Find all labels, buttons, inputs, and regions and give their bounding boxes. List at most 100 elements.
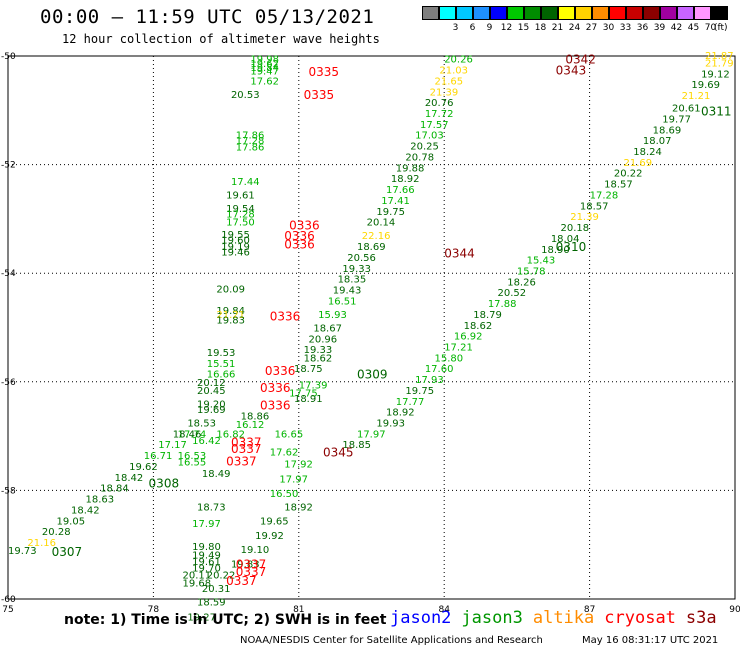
lat-tick-label: -54 bbox=[1, 269, 16, 279]
wave-height-value: 16.42 bbox=[192, 436, 221, 447]
wave-height-value: 17.93 bbox=[415, 375, 444, 386]
credit-text: NOAA/NESDIS Center for Satellite Applica… bbox=[240, 635, 543, 646]
wave-height-value: 15.43 bbox=[527, 256, 556, 267]
wave-height-value: 17.86 bbox=[236, 143, 265, 154]
map-frame bbox=[7, 55, 736, 600]
wave-height-value: 18.49 bbox=[202, 469, 231, 480]
wave-height-value: 19.84 bbox=[216, 306, 245, 317]
wave-height-value: 18.91 bbox=[294, 394, 323, 405]
legend-label: 21 bbox=[551, 23, 564, 33]
wave-height-value: 17.17 bbox=[158, 440, 187, 451]
legend-swatch bbox=[439, 6, 456, 20]
wave-height-value: 21.79 bbox=[705, 59, 734, 70]
lat-tick-label: -58 bbox=[1, 486, 16, 496]
footer-note: note: 1) Time is in UTC; 2) SWH is in fe… bbox=[64, 612, 387, 628]
wave-height-value: 21.69 bbox=[624, 158, 653, 169]
wave-height-value: 18.46 bbox=[173, 429, 202, 440]
wave-height-value: 19.10 bbox=[241, 545, 270, 556]
wave-height-value: 19.55 bbox=[221, 230, 250, 241]
satellite-label: s3a bbox=[685, 608, 717, 628]
wave-height-value: 18.26 bbox=[507, 277, 536, 288]
pass-time-label: 0345 bbox=[323, 445, 354, 459]
wave-height-value: 19.88 bbox=[396, 163, 425, 174]
wave-height-value: 17.97 bbox=[192, 519, 221, 530]
lat-tick-label: -52 bbox=[1, 161, 16, 171]
wave-height-value: 18.84 bbox=[100, 484, 129, 495]
wave-height-value: 18.57 bbox=[580, 201, 609, 212]
wave-height-value: 21.87 bbox=[705, 51, 734, 62]
wave-height-value: 18.24 bbox=[633, 147, 662, 158]
legend-swatch bbox=[541, 6, 558, 20]
wave-height-value: 17.28 bbox=[226, 209, 255, 220]
pass-time-label: 0337 bbox=[236, 558, 267, 572]
wave-height-value: 16.55 bbox=[178, 458, 207, 469]
pass-time-label: 0337 bbox=[226, 574, 257, 588]
wave-height-value: 18.62 bbox=[464, 321, 493, 332]
wave-height-value: 19.98 bbox=[250, 55, 279, 66]
lat-tick-label: -56 bbox=[1, 378, 16, 388]
pass-time-label: 0308 bbox=[149, 476, 180, 490]
wave-height-value: 19.19 bbox=[221, 242, 250, 253]
wave-height-value: 19.54 bbox=[226, 204, 255, 215]
wave-height-value: 21.39 bbox=[430, 87, 459, 98]
legend-label: 39 bbox=[653, 23, 666, 33]
wave-height-value: 19.69 bbox=[691, 80, 720, 91]
wave-height-value: 17.60 bbox=[425, 364, 454, 375]
wave-height-value: 18.69 bbox=[653, 125, 682, 136]
wave-height-value: 20.22 bbox=[614, 169, 643, 180]
wave-height-value: 17.50 bbox=[226, 218, 255, 229]
wave-height-value: 19.27 bbox=[187, 612, 216, 623]
legend-swatch bbox=[490, 6, 507, 20]
wave-height-value: 21.21 bbox=[216, 310, 245, 321]
legend-swatch bbox=[473, 6, 490, 20]
wave-height-value: 16.92 bbox=[454, 332, 483, 343]
wave-height-value: 19.33 bbox=[304, 345, 333, 356]
wave-height-value: 18.07 bbox=[643, 136, 672, 147]
map-subtitle: 12 hour collection of altimeter wave hei… bbox=[62, 32, 380, 46]
wave-height-value: 18.90 bbox=[541, 245, 570, 256]
legend-label: 3 bbox=[452, 23, 459, 33]
wave-height-value: 20.25 bbox=[410, 142, 439, 153]
wave-height-value: 19.53 bbox=[207, 348, 236, 359]
pass-time-label: 0336 bbox=[284, 237, 315, 251]
wave-height-value: 17.41 bbox=[381, 196, 410, 207]
wave-height-value: 16.66 bbox=[207, 370, 236, 381]
wave-height-value: 21.21 bbox=[682, 91, 711, 102]
pass-time-label: 0336 bbox=[260, 381, 291, 395]
wave-height-value: 18.42 bbox=[115, 473, 144, 484]
wave-height-value: 20.45 bbox=[197, 386, 226, 397]
wave-height-value: 19.73 bbox=[8, 546, 37, 557]
legend-label: 33 bbox=[619, 23, 632, 33]
axis-ticks: 75 78 81 84 87 90 -50 -52 -54 -56 -58 -60 bbox=[1, 52, 740, 615]
wave-height-value: 19.80 bbox=[192, 542, 221, 553]
wave-height-value: 19.49 bbox=[192, 550, 221, 561]
wave-height-value: 18.35 bbox=[338, 275, 367, 286]
wave-height-value: 18.92 bbox=[391, 174, 420, 185]
wave-height-value: 19.83 bbox=[216, 315, 245, 326]
lon-tick-label: 81 bbox=[293, 605, 304, 615]
legend-swatch bbox=[575, 6, 592, 20]
pass-time-label: 0337 bbox=[226, 455, 257, 469]
wave-height-value: 20.56 bbox=[347, 253, 376, 264]
legend-swatch bbox=[643, 6, 660, 20]
pass-time-label: 0335 bbox=[308, 65, 339, 79]
wave-height-value: 18.42 bbox=[71, 505, 100, 516]
wave-height-value: 18.92 bbox=[386, 408, 415, 419]
lon-tick-label: 87 bbox=[584, 605, 595, 615]
wave-height-value: 20.12 bbox=[197, 378, 226, 389]
legend-swatch bbox=[422, 6, 439, 20]
wave-height-value: 15.51 bbox=[207, 359, 236, 370]
map-title: 00:00 – 11:59 UTC 05/13/2021 bbox=[40, 6, 375, 28]
wave-height-value: 17.88 bbox=[488, 299, 517, 310]
wave-height-value: 18.92 bbox=[284, 503, 313, 514]
wave-height-value: 19.05 bbox=[56, 516, 85, 527]
wave-height-value: 16.53 bbox=[178, 451, 207, 462]
wave-height-value: 17.62 bbox=[250, 76, 279, 87]
pass-time-label: 0309 bbox=[357, 368, 388, 382]
wave-height-value: 20.31 bbox=[202, 584, 231, 595]
generated-timestamp: May 16 08:31:17 UTC 2021 bbox=[582, 635, 719, 646]
wave-height-value: 17.28 bbox=[236, 136, 265, 147]
wave-height-value: 17.57 bbox=[420, 120, 449, 131]
wave-height-value: 20.11 bbox=[182, 571, 211, 582]
